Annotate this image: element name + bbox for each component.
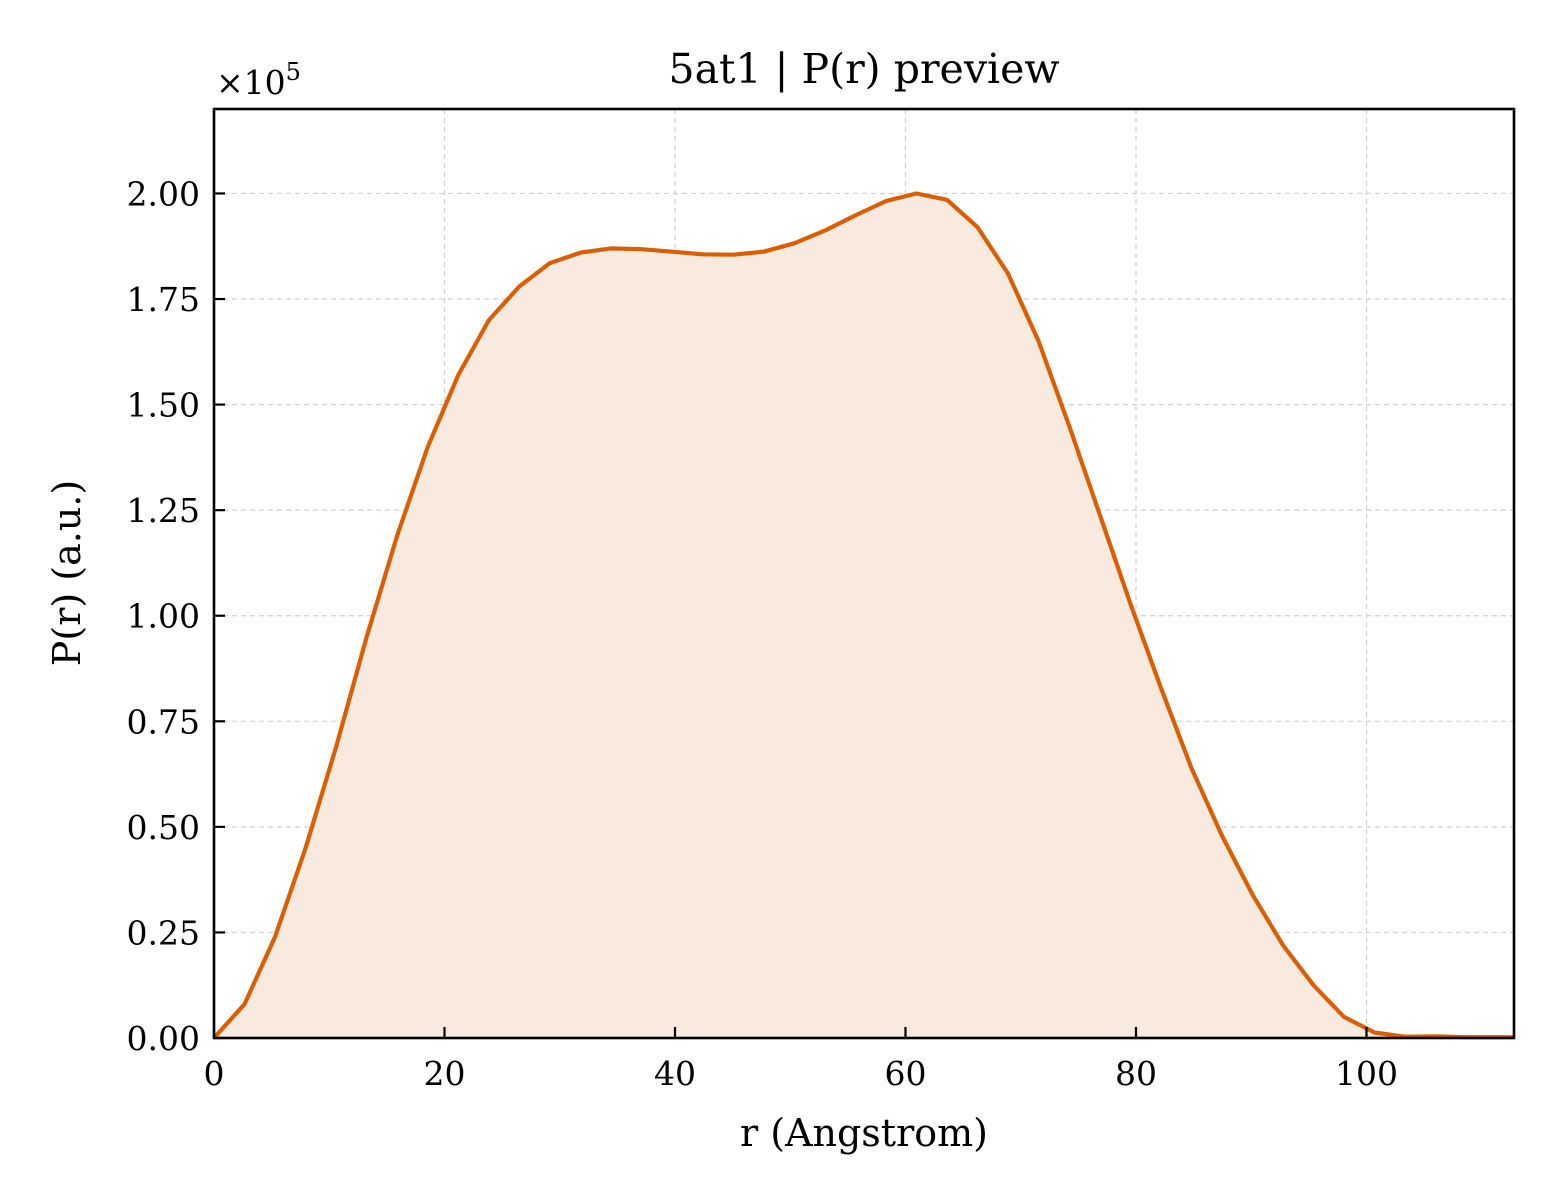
y-tick-label: 0.75 (127, 702, 200, 741)
x-tick-label: 100 (1335, 1054, 1398, 1093)
y-tick-labels: 0.00 0.25 0.50 0.75 1.00 1.25 1.50 1.75 2.00 (127, 174, 200, 1058)
y-tick-label: 0.50 (127, 808, 200, 847)
y-axis-multiplier: ×105 (216, 58, 301, 102)
chart-title: 5at1 | P(r) preview (669, 45, 1060, 93)
y-multiplier-base: ×10 (216, 63, 286, 102)
x-tick-label: 0 (204, 1054, 225, 1093)
x-tick-labels: 0 20 40 60 80 100 (204, 1054, 1398, 1093)
y-tick-label: 2.00 (127, 174, 200, 213)
x-tick-label: 60 (884, 1054, 926, 1093)
y-tick-label: 0.25 (127, 913, 200, 952)
pr-area-fill (214, 193, 1514, 1038)
plot-frame (212, 107, 1516, 1040)
pr-curve-line (212, 191, 1514, 1040)
y-tick-label: 0.00 (127, 1019, 200, 1058)
x-axis-label: r (Angstrom) (740, 1111, 988, 1155)
y-multiplier-exponent: 5 (286, 58, 301, 86)
y-tick-label: 1.75 (127, 280, 200, 319)
x-tick-label: 40 (654, 1054, 696, 1093)
y-tick-label: 1.00 (127, 597, 200, 636)
y-tick-label: 1.25 (127, 491, 200, 530)
y-axis-label: P(r) (a.u.) (45, 480, 89, 666)
x-tick-label: 20 (423, 1054, 465, 1093)
x-tick-label: 80 (1115, 1054, 1157, 1093)
y-tick-label: 1.50 (127, 386, 200, 425)
